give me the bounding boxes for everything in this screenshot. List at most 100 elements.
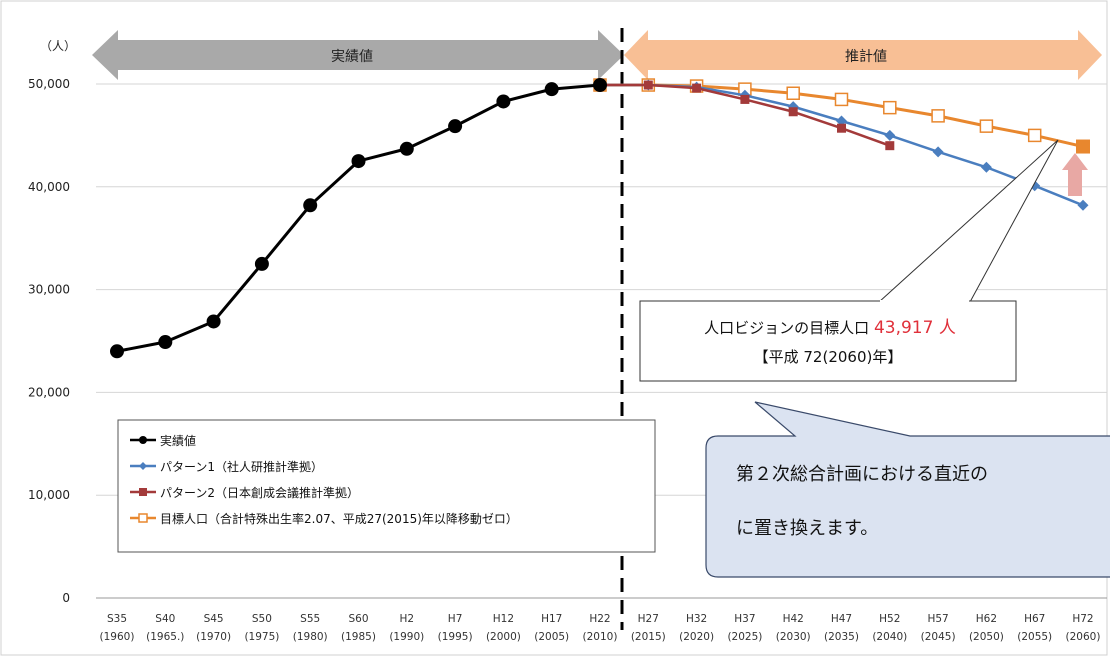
x-tick-era: S45 (204, 613, 224, 625)
x-tick-era: H32 (686, 613, 707, 625)
data-point (932, 146, 944, 158)
y-tick-label: 0 (62, 591, 70, 605)
legend-swatch-marker (139, 436, 147, 444)
x-tick-year: (1970) (196, 631, 231, 643)
data-point (1077, 199, 1089, 211)
x-tick-era: H42 (783, 613, 804, 625)
projected-values-banner (624, 30, 1102, 80)
x-tick-era: S55 (300, 613, 320, 625)
y-tick-label: 30,000 (28, 283, 70, 297)
x-tick-era: S35 (107, 613, 127, 625)
x-tick-year: (2020) (679, 631, 714, 643)
x-tick-year: (1980) (293, 631, 328, 643)
data-point (448, 119, 463, 134)
x-tick-era: H2 (400, 613, 415, 625)
data-point (884, 129, 896, 141)
legend-label: 実績値 (160, 433, 196, 448)
actual-values-banner-label: 実績値 (331, 49, 373, 65)
x-tick-era: H17 (541, 613, 562, 625)
x-tick-era: S50 (252, 613, 272, 625)
legend-label: パターン1（社人研推計準拠） (160, 459, 323, 474)
data-point (110, 344, 124, 359)
data-point (351, 154, 366, 169)
x-tick-era: H72 (1072, 613, 1093, 625)
x-tick-year: (2050) (969, 631, 1004, 643)
x-tick-era: S40 (155, 613, 175, 625)
x-tick-year: (2005) (534, 631, 569, 643)
x-tick-era: H27 (638, 613, 659, 625)
legend-swatch-marker (138, 513, 148, 523)
x-tick-year: (2035) (824, 631, 859, 643)
data-point (254, 256, 269, 271)
y-tick-label: 40,000 (28, 180, 70, 194)
series-0 (110, 78, 607, 359)
x-tick-year: (2045) (921, 631, 956, 643)
x-tick-era: H57 (927, 613, 948, 625)
x-tick-year: (2040) (872, 631, 907, 643)
x-tick-era: H47 (831, 613, 852, 625)
y-tick-label: 20,000 (28, 385, 70, 399)
x-tick-year: (1975) (244, 631, 279, 643)
data-point (158, 335, 173, 350)
x-tick-era: H12 (493, 613, 514, 625)
legend-label: パターン2（日本創成会議推計準拠） (160, 485, 359, 500)
data-point (1076, 139, 1090, 154)
y-tick-label: 10,000 (28, 488, 70, 502)
data-point (399, 141, 414, 156)
x-tick-era: S60 (348, 613, 368, 625)
x-tick-era: H22 (589, 613, 610, 625)
data-point (931, 109, 945, 123)
x-tick-year: (1985) (341, 631, 376, 643)
legend-swatch-marker (139, 488, 147, 496)
data-point (979, 119, 994, 133)
data-point (883, 100, 897, 115)
x-tick-year: (2015) (631, 631, 666, 643)
difference-arrow (1062, 153, 1088, 196)
projected-values-banner-label: 推計値 (845, 49, 887, 65)
x-tick-year: (2025) (727, 631, 762, 643)
x-tick-era: H52 (879, 613, 900, 625)
data-point (834, 92, 849, 107)
x-tick-year: (2060) (1066, 631, 1101, 643)
svg-text:人口ビジョンの目標人口 43,917 人: 人口ビジョンの目標人口 43,917 人 (704, 318, 956, 338)
note-speech-bubble: 第２次総合計画における直近の に置き換えます。 (705, 401, 1110, 578)
y-axis-unit: （人） (40, 39, 76, 53)
x-tick-year: (1995) (438, 631, 473, 643)
legend-swatch-marker (139, 462, 147, 470)
x-axis-ticks: S35 (1960) S40 (1965.) S45 (1970) S50 (1975) S55… (100, 613, 1101, 643)
target-population-callout: 人口ビジョンの目標人口 43,917 人 【平成 72(2060)年】 (639, 139, 1059, 382)
callout-year: 【平成 72(2060)年】 (754, 348, 903, 366)
data-point (740, 94, 750, 104)
x-tick-year: (1990) (389, 631, 424, 643)
data-point (692, 83, 702, 93)
x-tick-year: (2010) (583, 631, 618, 643)
data-point (786, 86, 800, 101)
x-tick-year: (2030) (776, 631, 811, 643)
data-point (1027, 128, 1042, 143)
actual-values-banner (92, 30, 624, 80)
y-tick-label: 50,000 (28, 77, 70, 91)
data-point (303, 198, 318, 213)
data-point (980, 161, 992, 173)
x-tick-year: (2000) (486, 631, 521, 643)
data-point (643, 80, 653, 90)
data-point (496, 94, 511, 109)
data-point (544, 82, 559, 97)
bubble-line-2: に置き換えます。 (736, 518, 878, 539)
data-point (885, 141, 895, 151)
x-tick-era: H7 (448, 613, 463, 625)
legend-label: 目標人口（合計特殊出生率2.07、平成27(2015)年以降移動ゼロ） (160, 511, 518, 526)
x-tick-year: (1960) (100, 631, 135, 643)
y-axis-ticks: 0 10,000 20,000 30,000 40,000 50,000 (28, 77, 70, 605)
x-tick-year: (2055) (1017, 631, 1052, 643)
x-tick-era: H67 (1024, 613, 1045, 625)
callout-prefix: 人口ビジョンの目標人口 (704, 319, 874, 337)
data-point (788, 107, 798, 117)
x-tick-year: (1965.) (146, 631, 184, 643)
x-tick-era: H37 (734, 613, 755, 625)
data-point (206, 314, 221, 329)
bubble-line-1: 第２次総合計画における直近の (736, 464, 988, 485)
x-tick-era: H62 (976, 613, 997, 625)
